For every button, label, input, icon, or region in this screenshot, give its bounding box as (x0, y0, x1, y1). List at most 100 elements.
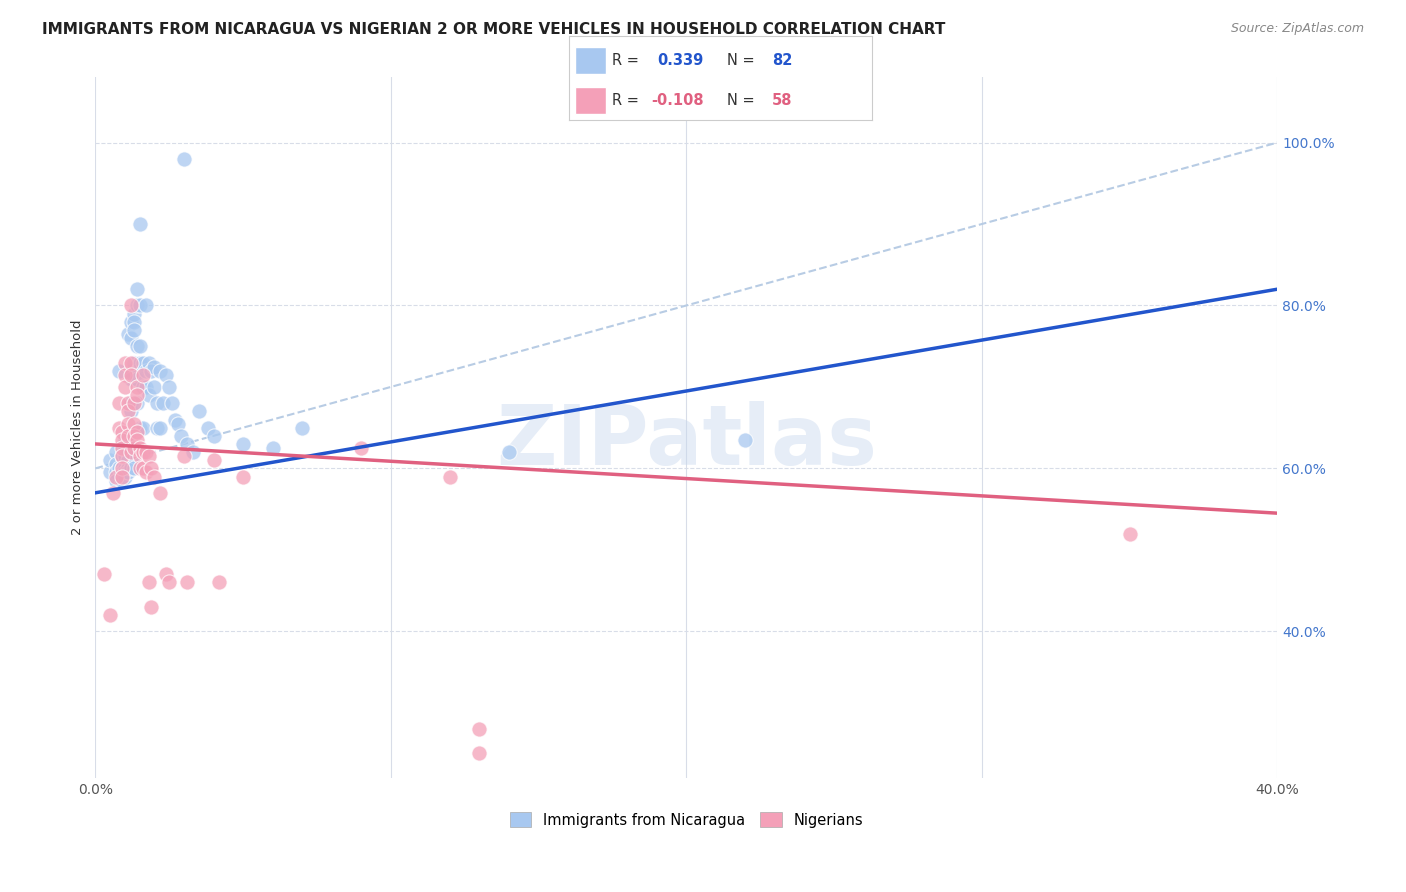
Point (111, 461, 134, 475)
Point (111, 441, 134, 455)
Point (128, 449, 150, 463)
Point (122, 355, 145, 369)
Point (111, 425, 134, 439)
Point (439, 469, 461, 483)
Point (114, 466, 136, 480)
Point (111, 469, 134, 483)
Point (120, 404, 142, 418)
Point (125, 433, 148, 447)
Point (122, 323, 145, 337)
Point (120, 298, 142, 312)
Point (187, 404, 209, 418)
Point (176, 575, 198, 590)
Text: N =: N = (727, 93, 759, 108)
Point (202, 429, 225, 443)
Point (128, 298, 150, 312)
Point (146, 420, 169, 434)
Point (93, 567, 115, 582)
Point (468, 722, 491, 736)
Point (291, 420, 314, 434)
Text: ZIPatlas: ZIPatlas (496, 401, 877, 483)
Point (125, 282, 148, 296)
Point (468, 747, 491, 761)
Point (208, 575, 231, 590)
Point (149, 485, 172, 500)
Point (128, 355, 150, 369)
Point (143, 380, 166, 394)
Point (114, 449, 136, 463)
Point (114, 461, 136, 475)
Point (173, 449, 195, 463)
Point (143, 469, 166, 483)
Point (108, 364, 131, 378)
Point (131, 355, 153, 369)
Point (152, 396, 174, 410)
Point (125, 396, 148, 410)
Point (122, 396, 145, 410)
Point (101, 485, 124, 500)
Point (98, 607, 121, 622)
Point (111, 474, 134, 488)
Point (1118, 526, 1140, 541)
Point (122, 417, 145, 431)
Point (111, 466, 134, 480)
Point (108, 461, 131, 475)
Point (143, 359, 166, 374)
Point (105, 474, 128, 488)
Point (122, 429, 145, 443)
Point (128, 420, 150, 434)
Point (138, 355, 160, 369)
Point (120, 355, 142, 369)
Point (128, 217, 150, 231)
Point (98, 466, 121, 480)
Point (120, 331, 142, 345)
Point (131, 368, 153, 382)
Point (232, 469, 254, 483)
Point (197, 420, 219, 434)
Point (120, 461, 142, 475)
Point (105, 458, 128, 472)
Point (125, 425, 148, 439)
Point (117, 437, 139, 451)
Point (120, 315, 142, 329)
Point (131, 445, 153, 459)
Point (120, 396, 142, 410)
Point (125, 298, 148, 312)
Point (125, 364, 148, 378)
Point (135, 298, 157, 312)
Point (125, 372, 148, 386)
Point (108, 396, 131, 410)
Point (160, 396, 183, 410)
Point (108, 420, 131, 434)
Point (105, 445, 128, 459)
Point (167, 417, 190, 431)
Point (114, 355, 136, 369)
Point (114, 380, 136, 394)
Point (131, 420, 153, 434)
Point (165, 412, 187, 426)
Point (138, 388, 160, 402)
Point (262, 441, 284, 455)
FancyBboxPatch shape (575, 87, 606, 113)
Point (117, 429, 139, 443)
Point (98, 453, 121, 467)
Point (114, 368, 136, 382)
Point (734, 433, 756, 447)
Point (122, 441, 145, 455)
Text: R =: R = (612, 93, 644, 108)
Point (128, 461, 150, 475)
Point (135, 466, 157, 480)
Point (117, 461, 139, 475)
Point (105, 466, 128, 480)
Point (125, 380, 148, 394)
Point (122, 449, 145, 463)
Point (117, 417, 139, 431)
Point (117, 404, 139, 418)
FancyBboxPatch shape (575, 46, 606, 74)
Point (181, 445, 204, 459)
Point (105, 469, 128, 483)
Point (122, 461, 145, 475)
Point (117, 445, 139, 459)
Point (131, 380, 153, 394)
Point (122, 315, 145, 329)
